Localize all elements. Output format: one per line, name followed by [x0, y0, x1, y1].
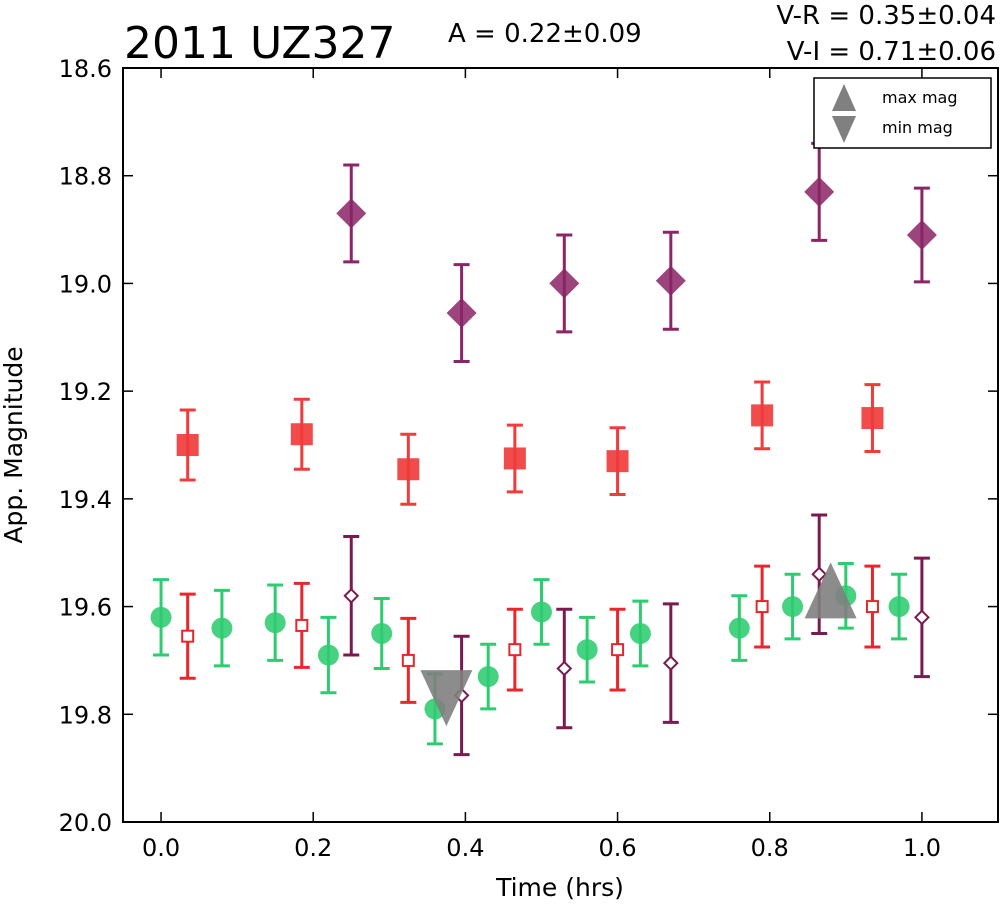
data-point [865, 600, 879, 614]
max-mag-marker [804, 562, 857, 619]
data-point [556, 660, 573, 677]
legend-max-mag-label: max mag [882, 88, 958, 107]
y-axis-label: App. Magnitude [0, 346, 28, 543]
data-point [655, 265, 686, 296]
data-point [371, 623, 393, 644]
series-1-square-open [179, 564, 881, 704]
data-point [888, 596, 910, 618]
y-tick-label: 19.2 [59, 378, 112, 406]
data-point [446, 298, 477, 329]
amplitude-annotation: A = 0.22±0.09 [448, 19, 642, 49]
series-2-diamond-open [343, 513, 930, 757]
data-point [477, 666, 499, 688]
x-tick-label: 0.0 [142, 834, 180, 862]
legend-min-mag-marker [832, 116, 856, 143]
data-point [401, 653, 415, 667]
chart-marks [150, 141, 937, 757]
x-tick-label: 0.8 [751, 834, 789, 862]
v-i-color-annotation: V-I = 0.71±0.06 [787, 37, 996, 67]
legend-min-mag-label: min mag [882, 118, 953, 137]
y-tick-label: 18.8 [59, 163, 112, 191]
y-tick-label: 19.0 [59, 270, 112, 298]
y-tick-label: 19.8 [59, 701, 112, 729]
data-point [906, 219, 937, 250]
y-tick-label: 19.6 [59, 594, 112, 622]
x-tick-label: 0.4 [446, 834, 484, 862]
plot-frame [122, 67, 999, 823]
data-point [804, 176, 835, 207]
data-point [343, 587, 360, 604]
axis-ticks: 0.0 0.2 0.4 0.6 0.8 1.0 18.6 18.8 19.0 19.2 19.4 19… [59, 55, 998, 862]
series-4-diamond-filled [336, 141, 937, 364]
data-point [662, 655, 679, 672]
data-point [181, 629, 195, 643]
data-point [611, 643, 625, 657]
data-point [751, 404, 774, 427]
data-point [503, 447, 526, 470]
data-point [913, 609, 930, 626]
data-point [811, 566, 828, 583]
data-point [397, 458, 420, 481]
data-point [290, 423, 313, 446]
data-point [606, 450, 629, 473]
data-point [861, 407, 884, 430]
data-point [295, 618, 309, 632]
data-point [150, 606, 172, 628]
min-mag-marker [420, 670, 473, 727]
data-point [317, 644, 339, 666]
legend-max-mag-marker [832, 84, 856, 111]
y-tick-label: 19.4 [59, 486, 112, 514]
data-point [336, 198, 367, 229]
y-tick-label: 18.6 [59, 55, 112, 83]
x-tick-label: 0.6 [598, 834, 636, 862]
series-0-circle-filled [150, 561, 910, 746]
data-point [508, 643, 522, 657]
y-tick-label: 20.0 [59, 809, 112, 837]
v-r-color-annotation: V-R = 0.35±0.04 [776, 1, 996, 31]
x-tick-label: 0.2 [294, 834, 332, 862]
data-point [782, 596, 804, 618]
legend: max mag min mag [813, 77, 992, 149]
x-tick-label: 1.0 [903, 834, 941, 862]
data-point [264, 612, 286, 634]
data-point [211, 617, 233, 639]
chart-title: 2011 UZ327 [124, 18, 396, 69]
data-point [576, 639, 598, 661]
data-point [530, 601, 552, 623]
data-point [176, 434, 199, 456]
data-point [728, 617, 750, 639]
data-point [755, 600, 769, 614]
data-point [549, 268, 580, 299]
series-3-square-filled [176, 380, 884, 506]
extrema-markers [420, 562, 857, 727]
data-point [629, 623, 651, 644]
x-axis-label: Time (hrs) [495, 873, 624, 902]
